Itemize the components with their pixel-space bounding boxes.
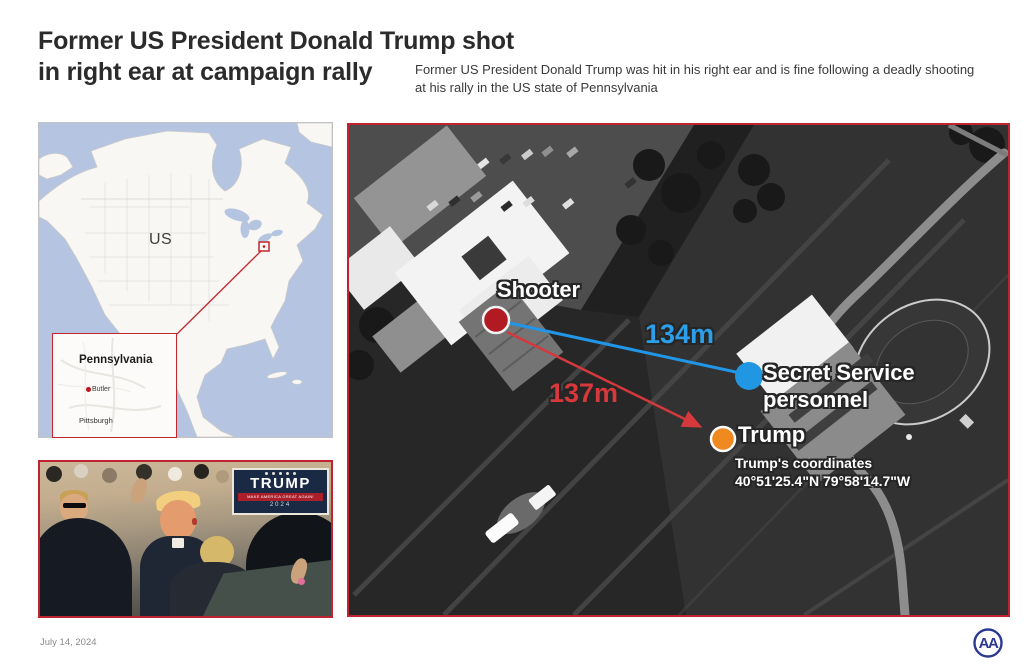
distance-137m-label: 137m <box>549 378 619 408</box>
aerial-imagery <box>349 125 1008 615</box>
pennsylvania-inset: Pennsylvania Butler Pittsburgh <box>52 333 177 438</box>
trump-campaign-sign: TRUMP MAKE AMERICA GREAT AGAIN! 2024 <box>232 468 329 515</box>
stage-vehicles <box>485 434 912 543</box>
locator-map: US Pennsylvania Butler Pittsburgh <box>38 122 333 438</box>
trump-head <box>160 500 196 540</box>
aa-logo-text: AA <box>979 635 999 652</box>
sign-stars <box>234 472 327 476</box>
ear-wound <box>192 518 197 525</box>
trump-dot <box>709 425 737 453</box>
line-shooter-to-secret-service <box>508 321 746 376</box>
landmass <box>39 123 332 437</box>
agent-body <box>40 518 132 616</box>
agent-head <box>60 494 88 522</box>
title-line-2: in right ear at campaign rally <box>38 58 373 86</box>
butler-marker: Butler <box>86 386 110 393</box>
crowd-figure <box>136 464 152 480</box>
secret-service-label-line2: personnel <box>763 387 869 412</box>
north-america-map <box>39 123 332 437</box>
crowd-figure <box>168 467 182 481</box>
publication-date: July 14, 2024 <box>40 637 97 648</box>
anadolu-agency-logo: AA <box>970 626 1006 662</box>
crowd-figure <box>46 466 62 482</box>
position-markers <box>481 305 763 453</box>
pittsburgh-label: Pittsburgh <box>79 416 113 425</box>
country-label: US <box>149 231 173 248</box>
parked-cars <box>426 145 637 212</box>
sign-tagline: MAKE AMERICA GREAT AGAIN! <box>238 493 323 501</box>
line-shooter-to-trump <box>506 330 703 428</box>
crowd-figure <box>102 468 117 483</box>
rally-photo: TRUMP MAKE AMERICA GREAT AGAIN! 2024 <box>38 460 333 618</box>
coordinates-title: Trump's coordinates <box>735 455 873 471</box>
shooter-dot <box>481 305 511 335</box>
shooter-label: Shooter <box>497 277 581 302</box>
city-dot-icon <box>86 386 91 392</box>
buildings <box>349 125 906 484</box>
highlight-box <box>258 241 270 252</box>
secret-service-label-line1: Secret Service <box>763 360 915 385</box>
page-subtitle: Former US President Donald Trump was hit… <box>415 62 975 95</box>
shirt-collar <box>172 538 184 548</box>
distance-lines <box>506 321 746 428</box>
title-line-1: Former US President Donald Trump shot <box>38 27 514 55</box>
sunglasses-icon <box>63 503 86 508</box>
satellite-map: Shooter 134m 137m Secret Service personn… <box>347 123 1010 617</box>
secret-service-label: Secret Service personnel <box>763 359 915 413</box>
aa-logo-icon: AA <box>973 628 1003 658</box>
inset-roads <box>53 334 175 436</box>
state-label: Pennsylvania <box>79 354 153 366</box>
great-lakes <box>224 208 283 243</box>
distance-134m-label: 134m <box>645 319 715 349</box>
secret-service-dot <box>735 362 763 390</box>
trump-label: Trump <box>738 422 806 447</box>
sign-title: TRUMP <box>250 475 311 492</box>
state-borders <box>81 173 229 321</box>
pink-wristband <box>298 578 305 585</box>
raised-fist <box>128 476 150 506</box>
coordinates-value: 40°51'25.4"N 79°58'14.7"W <box>735 473 911 489</box>
butler-label: Butler <box>92 386 111 393</box>
track-building <box>959 413 975 429</box>
page-title: Former US President Donald Trump shot in… <box>38 26 514 88</box>
sign-year: 2024 <box>269 502 292 508</box>
road-spur <box>947 125 1008 158</box>
crowd-figure <box>74 464 88 478</box>
secret-service-agent-left <box>40 490 132 616</box>
crowd-figure <box>194 464 209 479</box>
callout <box>176 241 270 335</box>
crowd-figure <box>216 470 229 483</box>
barn-roof <box>736 294 854 408</box>
